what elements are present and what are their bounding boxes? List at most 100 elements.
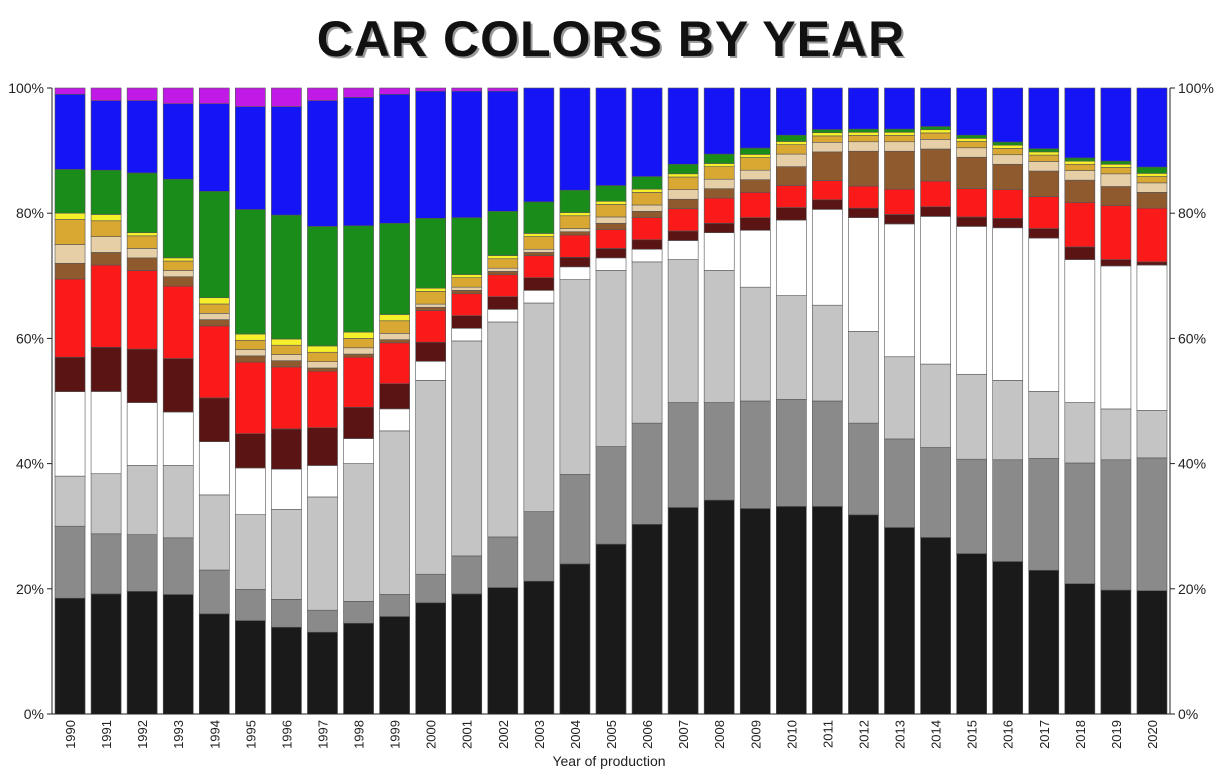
bar-segment-red-2020 [1136,207,1168,263]
bar-segment-green-1991 [90,169,122,215]
bar-segment-gray-2017 [1028,458,1060,571]
bar-segment-brown-2011 [812,151,843,181]
bar-segment-yellow-1990 [54,212,86,220]
bar-segment-blue-1995 [235,106,266,210]
bar-segment-blue-1992 [126,100,158,174]
bar-segment-green-1997 [307,226,338,347]
bar-segment-brown-2014 [920,148,951,182]
bar-segment-brown-2006 [631,211,663,218]
bar-segment-brown-2019 [1100,186,1132,206]
bar-segment-green-2013 [884,128,915,133]
bar-segment-black-2016 [992,561,1024,715]
bar-segment-yellow-1991 [90,214,122,222]
y-tick-label-right-60: 60% [1178,330,1206,346]
y-tick-label-right-100: 100% [1178,80,1214,96]
x-tick-label-2019: 2019 [1109,720,1124,749]
bar-segment-yellow-2001 [451,274,483,279]
bar-segment-brown-2005 [595,222,627,230]
bar-segment-black-2020 [1136,590,1168,715]
bar-segment-red-2011 [812,180,843,201]
bar-segment-white-2005 [595,257,627,271]
bar-segment-gray-2009 [739,400,771,509]
bar-segment-silver-2000 [415,380,447,575]
x-tick-label-1998: 1998 [352,720,367,749]
bar-segment-black-2017 [1028,569,1060,715]
bar-segment-red-1998 [343,356,374,408]
x-tick-label-2017: 2017 [1037,720,1052,749]
bar-segment-blue-2015 [956,87,987,136]
bar-segment-blue-2000 [415,90,447,219]
bar-segment-gray-2002 [487,536,519,588]
bar-segment-white-2007 [667,240,699,260]
bar-segment-green-2020 [1136,166,1168,174]
bar-segment-silver-2014 [920,363,951,448]
bar-segment-silver-1992 [126,465,158,535]
bar-segment-gray-2008 [703,402,735,501]
bar-segment-blue-2012 [848,87,879,130]
bar-segment-silver-1999 [379,430,410,595]
x-tick-label-1995: 1995 [243,720,258,749]
bar-segment-beige-1991 [90,236,122,253]
bar-segment-red-2019 [1100,205,1132,260]
bar-segment-maroon-2017 [1028,228,1060,239]
bar-segment-gray-2013 [884,438,915,528]
bar-segment-brown-1992 [126,257,158,271]
bar-segment-silver-2007 [667,259,699,403]
bar-segment-beige-1998 [343,347,374,355]
bar-segment-white-1995 [235,467,266,515]
bar-segment-green-1999 [379,222,410,315]
bar-segment-blue-2006 [631,87,663,177]
bar-segment-yellow-2020 [1136,173,1168,177]
bar-segment-yellow-2012 [848,131,879,136]
bar-segment-purple-2001 [451,87,483,92]
bar-segment-purple-1992 [126,87,158,101]
bar-segment-gold-2000 [415,291,447,305]
bar-segment-yellow-2015 [956,138,987,142]
bar-segment-gray-2004 [559,474,591,565]
x-tick-label-2008: 2008 [712,720,727,749]
bar-segment-gray-1992 [126,534,158,592]
bar-segment-yellow-1993 [162,257,194,262]
bar-segment-silver-1995 [235,514,266,590]
bar-segment-gold-2018 [1064,163,1096,171]
x-tick-label-1994: 1994 [207,720,222,749]
bar-segment-purple-1991 [90,87,122,101]
bar-segment-black-2010 [775,506,807,715]
bar-segment-maroon-2018 [1064,246,1096,260]
bar-segment-red-2017 [1028,196,1060,229]
bar-segment-maroon-2012 [848,207,879,218]
bar-segment-blue-1991 [90,100,122,171]
bar-segment-gold-2011 [812,135,843,143]
bar-segment-beige-2004 [559,228,591,233]
bar-segment-yellow-2000 [415,287,447,292]
bar-segment-black-2013 [884,527,915,715]
bar-segment-beige-2011 [812,142,843,153]
bar-segment-blue-1994 [198,103,230,192]
bar-segment-white-2016 [992,227,1024,381]
bar-segment-maroon-2000 [415,341,447,362]
bar-segment-blue-1999 [379,93,410,224]
bar-segment-brown-2010 [775,166,807,186]
bar-segment-blue-2003 [523,87,555,203]
bar-segment-beige-2019 [1100,173,1132,187]
bar-segment-purple-1998 [343,87,374,98]
bar-segment-yellow-1995 [235,333,266,341]
bar-segment-silver-2001 [451,340,483,557]
x-tick-label-2013: 2013 [893,720,908,749]
bar-segment-yellow-1999 [379,314,410,322]
bar-segment-blue-1998 [343,97,374,227]
bar-segment-yellow-2013 [884,131,915,136]
bar-segment-white-1990 [54,391,86,477]
bar-segment-gold-2020 [1136,176,1168,184]
bar-segment-white-2004 [559,266,591,280]
bar-segment-green-2011 [812,129,843,134]
y-tick-label-left-60: 60% [16,330,44,346]
bar-segment-brown-1991 [90,252,122,266]
bar-segment-red-2009 [739,192,771,218]
bar-segment-green-1995 [235,209,266,335]
bar-segment-red-2010 [775,185,807,208]
bar-segment-beige-2020 [1136,182,1168,193]
bar-segment-red-2005 [595,229,627,249]
bar-segment-gray-2007 [667,402,699,508]
x-tick-label-2001: 2001 [460,720,475,749]
